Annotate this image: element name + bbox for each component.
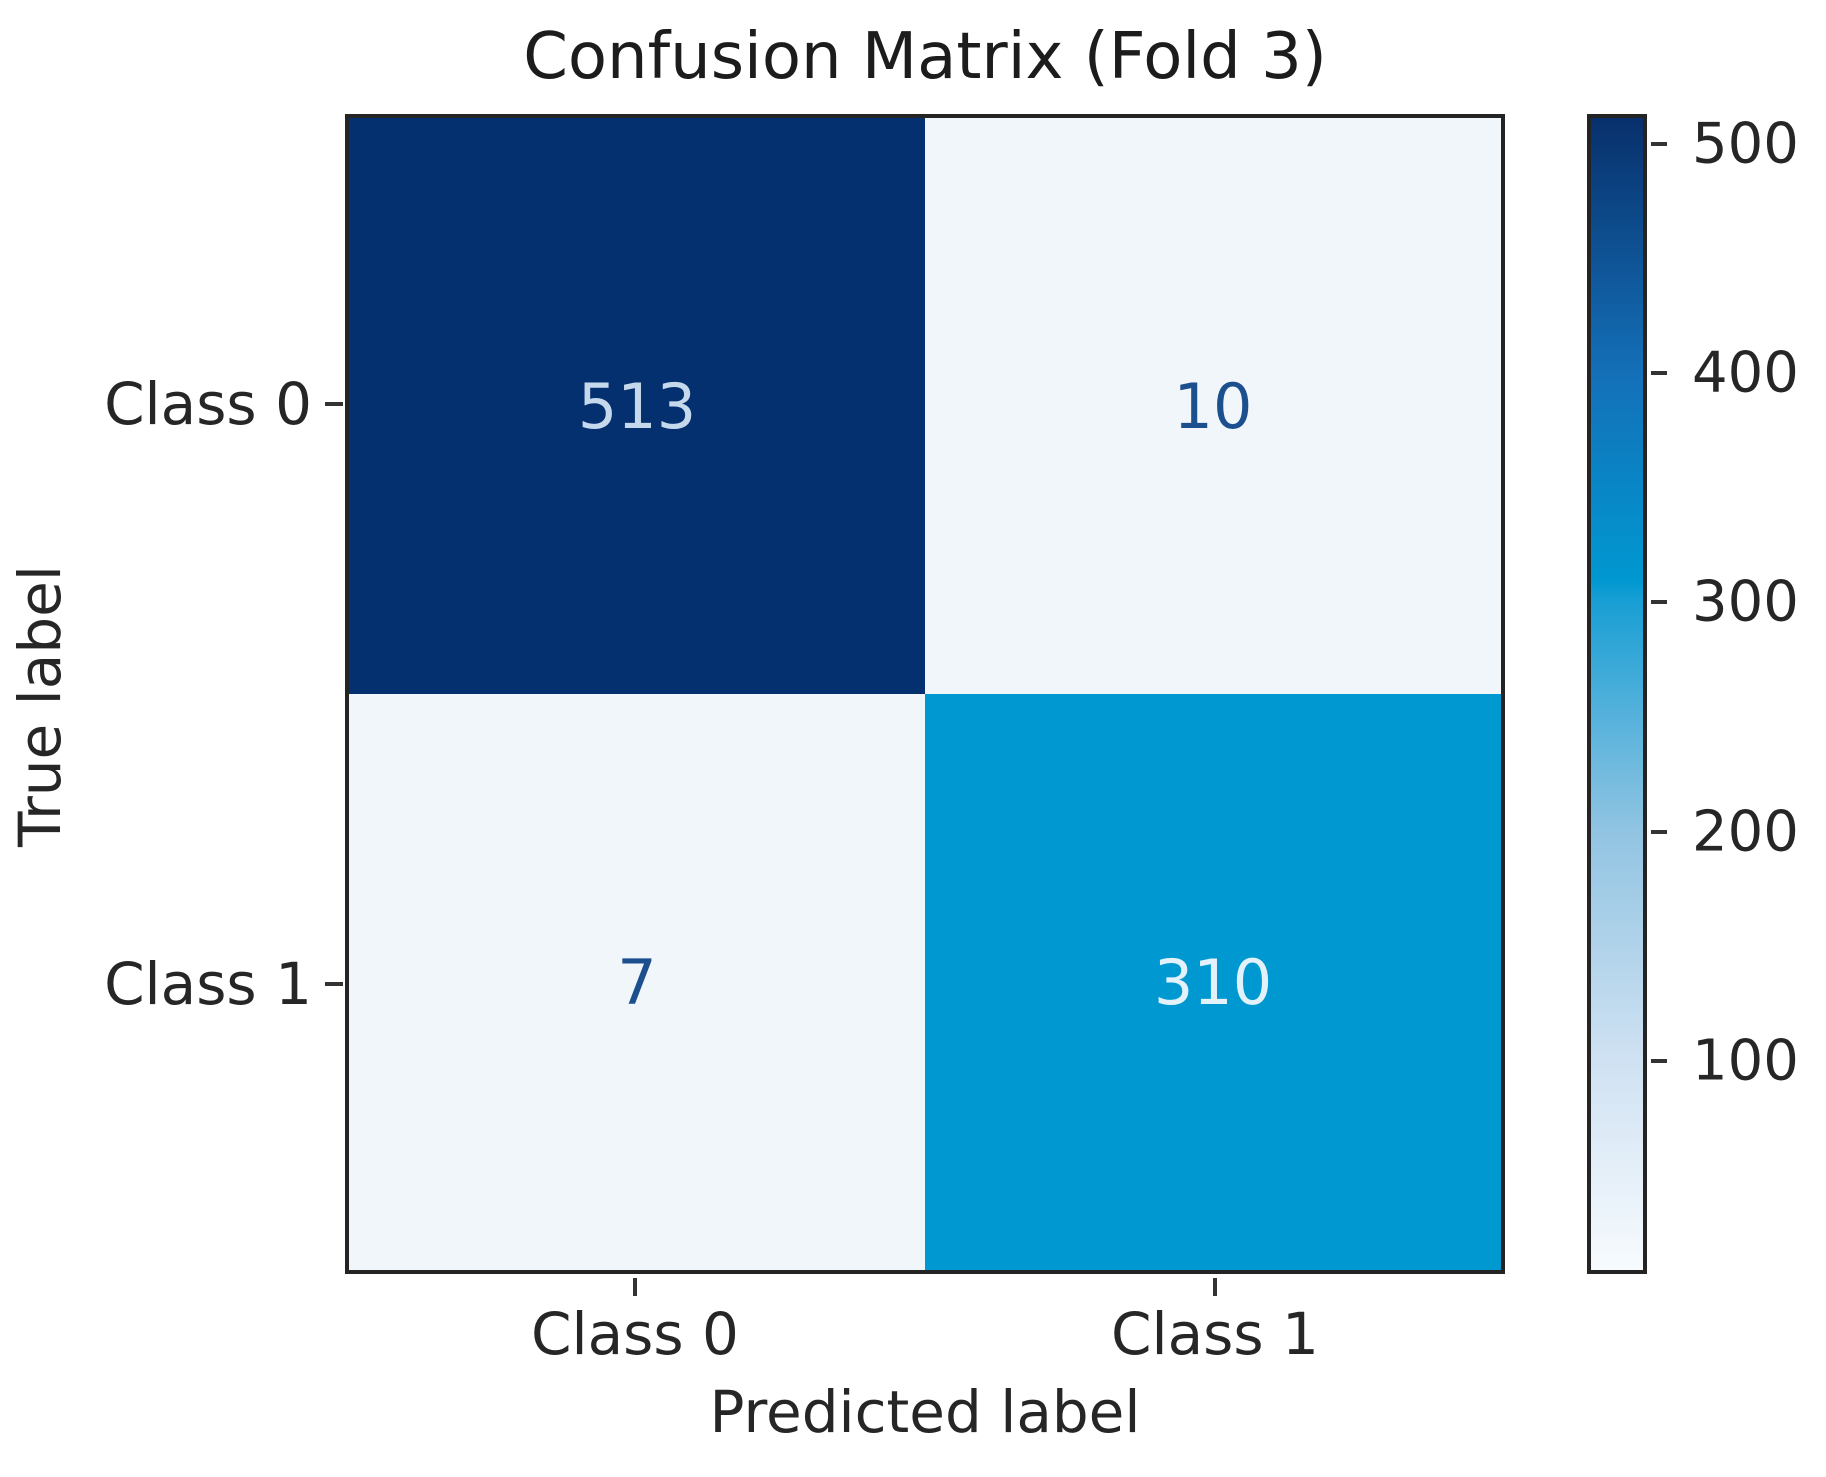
y-axis-label: True label [6,565,74,847]
y-tick-mark [325,982,343,986]
x-tick-label-class1: Class 1 [1111,1300,1319,1368]
x-tick-mark [1213,1278,1217,1296]
heatmap-cell-true1-pred1: 310 [925,694,1501,1270]
heatmap-cell-true1-pred0: 7 [349,694,925,1270]
y-tick-label-class0: Class 0 [104,370,312,438]
colorbar-tick-mark [1651,600,1667,604]
colorbar-tick-mark [1651,830,1667,834]
colorbar-tick-label-200: 200 [1692,799,1799,865]
colorbar-tick-mark [1651,142,1667,146]
cell-value: 10 [1173,369,1253,443]
heatmap-cell-true0-pred0: 513 [349,118,925,694]
colorbar-tick-label-300: 300 [1692,569,1799,635]
cell-value: 310 [1153,945,1273,1019]
colorbar-tick-mark [1651,1059,1667,1063]
colorbar-tick-label-100: 100 [1692,1028,1799,1094]
x-tick-label-class0: Class 0 [531,1300,739,1368]
x-tick-mark [633,1278,637,1296]
colorbar-tick-label-500: 500 [1692,111,1799,177]
colorbar-tick-label-400: 400 [1692,340,1799,406]
y-tick-label-class1: Class 1 [104,950,312,1018]
cell-value: 513 [577,369,697,443]
y-tick-mark [325,402,343,406]
heatmap-cell-true0-pred1: 10 [925,118,1501,694]
heatmap-plot: 513 10 7 310 [345,114,1505,1274]
colorbar-tick-mark [1651,371,1667,375]
chart-title: Confusion Matrix (Fold 3) [523,20,1327,94]
cell-value: 7 [617,945,657,1019]
colorbar [1587,114,1647,1274]
x-axis-label: Predicted label [709,1378,1141,1446]
